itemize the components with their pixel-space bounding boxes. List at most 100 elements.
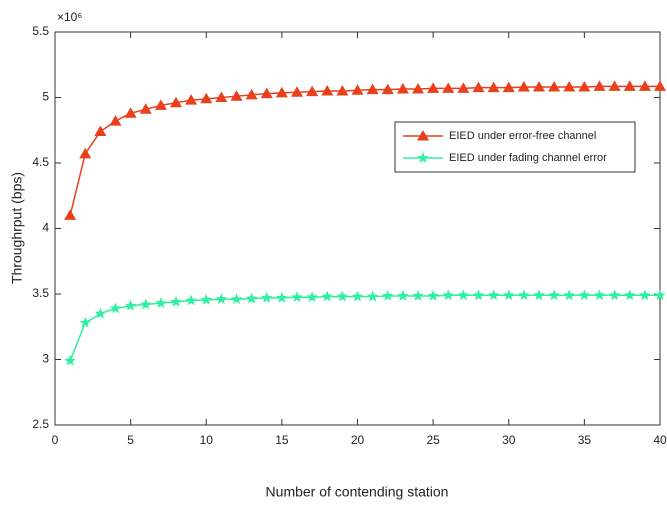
data-marker bbox=[306, 85, 319, 97]
legend-label: EIED under fading channel error bbox=[449, 152, 607, 164]
data-marker bbox=[155, 297, 167, 309]
data-marker bbox=[170, 295, 182, 307]
data-marker bbox=[502, 81, 515, 93]
data-marker bbox=[472, 81, 485, 93]
data-marker bbox=[321, 290, 333, 302]
data-marker bbox=[306, 291, 318, 303]
data-marker bbox=[336, 84, 349, 96]
data-marker bbox=[366, 83, 379, 95]
y-tick-label: 3 bbox=[42, 352, 49, 366]
data-marker bbox=[109, 302, 122, 314]
data-marker bbox=[639, 289, 651, 301]
data-marker bbox=[533, 81, 545, 92]
x-tick-label: 0 bbox=[52, 433, 59, 447]
series-line bbox=[69, 294, 660, 362]
legend-marker bbox=[417, 130, 429, 141]
data-marker bbox=[94, 125, 107, 137]
data-marker bbox=[517, 81, 530, 92]
data-marker bbox=[472, 289, 485, 301]
data-marker bbox=[291, 86, 303, 97]
data-marker bbox=[412, 289, 424, 301]
data-marker bbox=[154, 99, 167, 110]
y-tick-label: 5.5 bbox=[32, 24, 49, 38]
y-tick-label: 4 bbox=[42, 221, 49, 235]
data-marker bbox=[593, 289, 606, 301]
data-marker bbox=[185, 94, 198, 105]
y-tick-label: 4.5 bbox=[32, 155, 49, 169]
y-tick-label: 3.5 bbox=[32, 286, 49, 300]
data-marker bbox=[442, 289, 454, 301]
data-marker bbox=[230, 90, 243, 101]
series-line bbox=[69, 85, 660, 216]
data-marker bbox=[396, 82, 409, 94]
x-tick-label: 20 bbox=[351, 433, 365, 447]
data-marker bbox=[140, 298, 152, 310]
data-marker bbox=[548, 289, 560, 301]
data-marker bbox=[397, 289, 409, 301]
y-tick-label: 5 bbox=[42, 90, 49, 104]
data-marker bbox=[608, 80, 621, 91]
legend bbox=[394, 121, 636, 173]
data-marker bbox=[245, 292, 258, 304]
data-marker bbox=[124, 107, 137, 118]
data-marker bbox=[321, 84, 334, 96]
data-marker bbox=[230, 293, 243, 305]
data-marker bbox=[487, 81, 500, 93]
data-marker bbox=[200, 293, 212, 305]
data-marker bbox=[260, 87, 273, 99]
x-tick-label: 35 bbox=[578, 433, 592, 447]
data-marker bbox=[427, 82, 440, 93]
plot-area bbox=[54, 31, 661, 426]
legend-marker bbox=[417, 152, 429, 163]
y-axis-label: Throughrput (bps) bbox=[9, 172, 25, 284]
data-marker bbox=[94, 307, 107, 319]
data-marker bbox=[200, 92, 213, 104]
data-marker bbox=[624, 289, 636, 301]
data-marker bbox=[381, 83, 394, 95]
data-marker bbox=[215, 91, 228, 102]
data-marker bbox=[533, 289, 545, 301]
y-scale-label: ×10⁶ bbox=[57, 10, 82, 24]
data-marker bbox=[366, 290, 379, 302]
data-marker bbox=[563, 289, 575, 301]
data-marker bbox=[503, 289, 515, 301]
data-marker bbox=[654, 80, 666, 91]
data-marker bbox=[185, 294, 197, 306]
data-marker bbox=[170, 96, 182, 108]
data-marker bbox=[518, 289, 530, 301]
x-tick-label: 15 bbox=[275, 433, 289, 447]
x-tick-label: 10 bbox=[200, 433, 214, 447]
data-marker bbox=[578, 81, 591, 92]
data-marker bbox=[275, 86, 288, 98]
data-marker bbox=[351, 84, 364, 95]
y-tick-label: 2.5 bbox=[32, 417, 49, 431]
data-marker bbox=[638, 80, 651, 91]
data-marker bbox=[593, 80, 606, 91]
data-marker bbox=[79, 316, 91, 328]
x-tick-label: 25 bbox=[426, 433, 440, 447]
x-tick-label: 5 bbox=[127, 433, 134, 447]
data-marker bbox=[79, 147, 92, 159]
data-marker bbox=[261, 291, 273, 303]
data-marker bbox=[457, 82, 470, 93]
data-marker bbox=[64, 354, 76, 366]
data-marker bbox=[427, 289, 439, 301]
data-marker bbox=[109, 115, 122, 126]
data-marker bbox=[578, 289, 591, 301]
data-marker bbox=[548, 81, 561, 92]
legend-label: EIED under error-free channel bbox=[449, 130, 596, 142]
data-marker bbox=[291, 291, 303, 303]
data-marker bbox=[654, 289, 666, 301]
data-marker bbox=[276, 291, 288, 303]
x-tick-label: 30 bbox=[502, 433, 516, 447]
data-marker bbox=[563, 81, 576, 92]
data-marker bbox=[245, 88, 258, 100]
data-marker bbox=[124, 299, 137, 311]
data-marker bbox=[215, 293, 228, 305]
data-marker bbox=[336, 290, 349, 302]
data-marker bbox=[139, 103, 152, 114]
data-marker bbox=[382, 289, 394, 301]
x-axis-label: Number of contending station bbox=[266, 484, 449, 500]
data-marker bbox=[623, 80, 636, 91]
